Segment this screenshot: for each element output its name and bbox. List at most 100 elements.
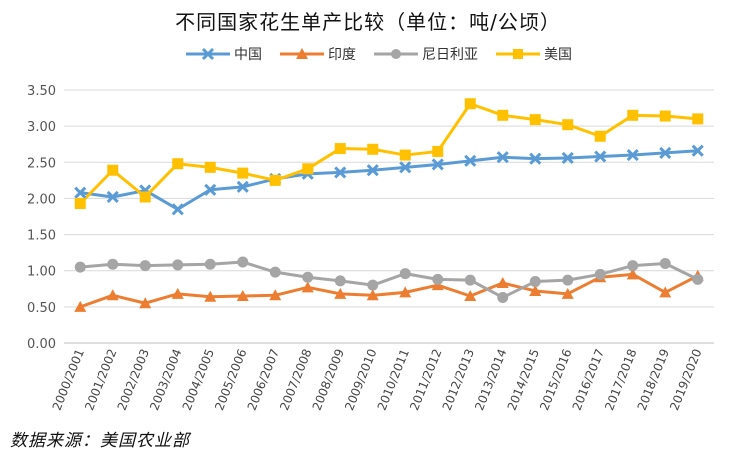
data-point <box>107 258 119 270</box>
series-line-0 <box>80 149 698 211</box>
x-tick-label: 2019/2020 <box>667 347 704 413</box>
x-tick-label: 2006/2007 <box>245 347 282 413</box>
x-tick-label: 2005/2006 <box>212 347 249 413</box>
data-point <box>561 151 574 165</box>
data-point <box>529 284 542 296</box>
x-tick-label: 2002/2003 <box>115 347 152 413</box>
data-point <box>107 164 119 176</box>
data-point <box>659 110 671 122</box>
data-point <box>366 164 379 177</box>
data-point <box>172 259 184 271</box>
data-point <box>659 146 672 159</box>
data-point <box>367 143 379 155</box>
legend-item-usa: 美国 <box>496 44 572 64</box>
data-point <box>302 271 314 283</box>
data-point <box>74 261 86 273</box>
data-point <box>74 300 87 312</box>
y-axis: 0.00 0.50 1.00 1.50 2.00 2.50 3.00 3.50 <box>27 84 56 352</box>
y-tick-label: 2.50 <box>27 156 56 171</box>
data-point <box>626 148 639 162</box>
legend-label-china: 中国 <box>234 47 262 63</box>
data-point <box>464 274 476 286</box>
y-tick-label: 3.00 <box>27 120 56 135</box>
data-point <box>301 281 314 293</box>
data-point <box>236 180 249 193</box>
data-point <box>562 119 574 131</box>
data-point <box>367 279 379 291</box>
chart-legend: 中国 印度 尼日利亚 美国 <box>186 44 572 64</box>
data-point <box>432 273 444 285</box>
x-tick-label: 2018/2019 <box>635 347 672 413</box>
source-note: 数据来源：美国农业部 <box>10 431 190 451</box>
series-line-1 <box>79 272 699 309</box>
chart-title: 不同国家花生单产比较（单位：吨/公顷） <box>175 10 561 34</box>
data-point <box>334 275 346 287</box>
data-point <box>464 290 477 302</box>
data-point <box>237 256 249 268</box>
data-point <box>139 260 151 272</box>
data-point <box>171 203 184 216</box>
legend-label-nigeria: 尼日利亚 <box>422 47 478 63</box>
data-point <box>106 289 119 301</box>
data-point <box>562 274 574 286</box>
x-tick-label: 2000/2001 <box>50 347 87 413</box>
data-point <box>496 151 509 164</box>
legend-swatch-usa <box>496 49 540 59</box>
data-point <box>594 130 606 142</box>
data-point <box>464 98 476 110</box>
series-markers <box>74 98 704 312</box>
legend-swatch-china <box>186 47 230 61</box>
data-point <box>399 149 411 161</box>
legend-swatch-nigeria <box>374 49 418 59</box>
data-point <box>497 109 509 121</box>
x-tick-label: 2014/2015 <box>505 347 542 413</box>
data-point <box>204 183 217 196</box>
data-point <box>106 190 119 204</box>
data-point <box>269 266 281 278</box>
data-point <box>496 277 509 289</box>
legend-label-india: 印度 <box>328 47 356 63</box>
x-tick-label: 2010/2011 <box>375 347 412 413</box>
data-point <box>236 290 249 302</box>
data-point <box>171 287 184 299</box>
data-point <box>594 268 606 280</box>
data-point <box>659 286 672 298</box>
y-tick-label: 0.00 <box>27 337 56 352</box>
x-tick-label: 2011/2012 <box>407 347 444 413</box>
data-point <box>529 114 541 126</box>
y-tick-label: 1.00 <box>27 265 56 280</box>
data-point <box>464 154 477 167</box>
data-point <box>692 113 704 125</box>
data-point <box>399 286 412 298</box>
data-point <box>431 158 444 171</box>
x-tick-label: 2015/2016 <box>537 347 574 413</box>
data-point <box>529 276 541 288</box>
legend-item-china: 中国 <box>186 44 262 64</box>
x-tick-label: 2007/2008 <box>277 347 314 413</box>
data-point <box>269 174 281 186</box>
data-point <box>204 258 216 270</box>
data-point <box>627 109 639 121</box>
data-point <box>334 143 346 155</box>
data-point <box>626 268 639 280</box>
legend-item-nigeria: 尼日利亚 <box>374 44 478 64</box>
data-point <box>627 260 639 272</box>
data-point <box>432 145 444 157</box>
data-point <box>172 158 184 170</box>
x-tick-label: 2004/2005 <box>180 347 217 413</box>
data-point <box>334 287 347 299</box>
data-point <box>366 289 379 301</box>
data-point <box>237 167 249 179</box>
data-point <box>497 291 509 303</box>
data-point <box>399 161 412 174</box>
x-tick-label: 2009/2010 <box>342 347 379 413</box>
y-tick-label: 3.50 <box>27 84 56 99</box>
legend-swatch-india <box>280 48 324 59</box>
data-point <box>302 163 314 175</box>
data-point <box>529 152 542 165</box>
legend-item-india: 印度 <box>280 44 356 64</box>
legend-label-usa: 美国 <box>544 47 572 63</box>
x-tick-label: 2001/2002 <box>82 347 119 413</box>
x-tick-label: 2016/2017 <box>570 347 607 413</box>
data-point <box>692 273 704 285</box>
